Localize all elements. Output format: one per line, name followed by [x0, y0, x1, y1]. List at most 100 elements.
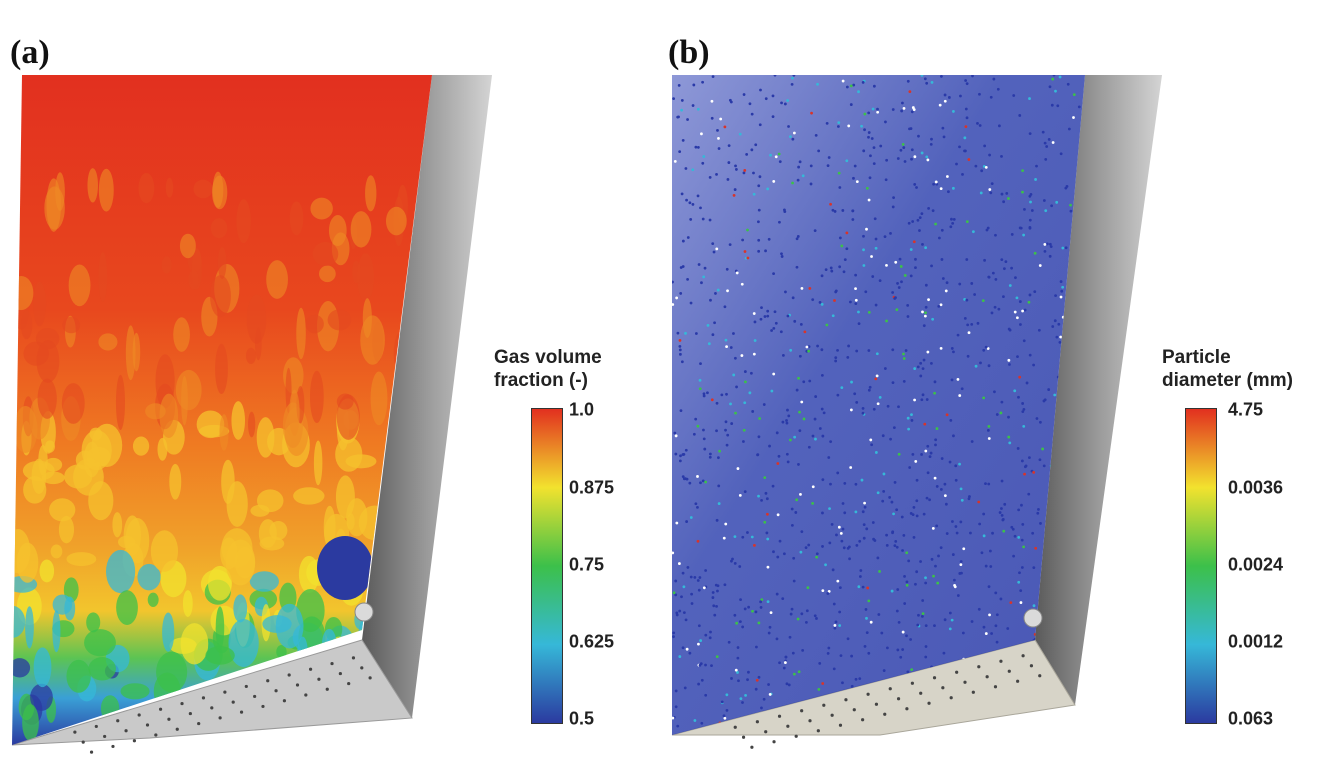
- particle-dot: [914, 460, 918, 463]
- particle-dot: [1053, 393, 1057, 397]
- particle-dot: [869, 154, 872, 158]
- particle-dot: [898, 257, 902, 261]
- particle-dot: [954, 478, 958, 482]
- particle-dot: [743, 250, 747, 253]
- particle-dot: [1039, 420, 1042, 424]
- particle-dot: [696, 146, 700, 149]
- particle-dot: [895, 508, 899, 512]
- gas-streak: [217, 246, 227, 279]
- particle-dot: [808, 287, 812, 290]
- gas-streak: [55, 172, 65, 211]
- particle-dot: [790, 607, 794, 611]
- particle-dot: [785, 419, 788, 422]
- particle-dot: [841, 502, 845, 505]
- gas-blob: [33, 647, 52, 688]
- particle-dot: [677, 83, 681, 87]
- particle-dot: [728, 243, 732, 247]
- particle-dot: [872, 146, 876, 150]
- particle-dot: [1035, 164, 1038, 168]
- particle-dot: [674, 593, 678, 597]
- particle-dot: [757, 220, 760, 224]
- particle-dot: [896, 588, 900, 591]
- particle-dot: [847, 344, 851, 348]
- particle-dot: [678, 562, 681, 565]
- particle-dot: [711, 242, 715, 246]
- particle-dot: [924, 283, 928, 287]
- particle-dot: [708, 636, 712, 640]
- particle-dot: [876, 491, 880, 495]
- particle-dot: [829, 202, 832, 206]
- particle-dot: [814, 395, 818, 398]
- plate-hole: [266, 679, 270, 683]
- particle-dot: [678, 609, 682, 613]
- particle-dot: [943, 482, 947, 486]
- particle-dot: [736, 467, 740, 470]
- particle-dot: [772, 372, 776, 376]
- particle-dot: [937, 304, 941, 308]
- particle-dot: [854, 510, 858, 514]
- particle-dot: [708, 176, 712, 179]
- gas-blob: [293, 487, 325, 505]
- particle-dot: [821, 511, 824, 515]
- gas-streak: [61, 383, 85, 424]
- particle-dot: [943, 93, 947, 97]
- particle-dot: [1000, 507, 1003, 510]
- particle-dot: [907, 221, 911, 225]
- particle-dot: [841, 681, 844, 685]
- particle-dot: [711, 75, 715, 78]
- particle-dot: [739, 598, 742, 602]
- particle-dot: [680, 192, 684, 196]
- particle-dot: [697, 682, 701, 686]
- particle-dot: [945, 532, 949, 535]
- particle-dot: [902, 533, 906, 537]
- particle-dot: [699, 662, 703, 666]
- particle-dot: [691, 104, 695, 107]
- particle-dot: [899, 265, 903, 268]
- particle-dot: [876, 110, 880, 114]
- particle-dot: [715, 401, 719, 405]
- particle-dot: [711, 591, 715, 594]
- particle-dot: [892, 512, 895, 516]
- particle-dot: [944, 289, 948, 293]
- plate-hole: [985, 675, 989, 679]
- particle-dot: [1033, 712, 1037, 716]
- gas-streak: [62, 316, 81, 334]
- particle-dot: [747, 670, 750, 674]
- particle-dot: [809, 164, 813, 168]
- particle-dot: [997, 307, 1001, 311]
- particle-dot: [944, 502, 948, 506]
- particle-dot: [892, 196, 895, 200]
- particle-dot: [996, 87, 1000, 91]
- particle-dot: [1044, 209, 1048, 213]
- particle-dot: [862, 234, 865, 238]
- panel-a-plate-holes: [73, 656, 372, 754]
- particle-dot: [773, 310, 777, 314]
- particle-dot: [926, 471, 930, 475]
- particle-dot: [741, 625, 745, 629]
- legend-a-tick-2: 0.875: [569, 477, 615, 498]
- particle-dot: [1029, 200, 1032, 204]
- particle-dot: [817, 687, 821, 691]
- particle-dot: [851, 209, 855, 213]
- particle-dot: [924, 624, 928, 627]
- particle-dot: [786, 314, 790, 318]
- particle-dot: [1034, 178, 1037, 181]
- particle-dot: [997, 124, 1001, 128]
- particle-dot: [803, 330, 807, 334]
- particle-dot: [874, 451, 878, 454]
- gas-streak: [289, 389, 300, 436]
- particle-dot: [831, 568, 835, 572]
- particle-dot: [1028, 225, 1032, 229]
- particle-dot: [702, 155, 706, 158]
- particle-dot: [730, 677, 733, 680]
- panel-a-label: (a): [10, 34, 50, 71]
- particle-dot: [796, 178, 800, 182]
- particle-dot: [969, 531, 972, 535]
- particle-dot: [1059, 335, 1063, 339]
- particle-dot: [764, 491, 768, 495]
- particle-dot: [796, 617, 800, 621]
- particle-dot: [1055, 200, 1059, 204]
- gas-blob: [44, 457, 63, 472]
- particle-dot: [814, 133, 818, 137]
- particle-dot: [789, 348, 793, 352]
